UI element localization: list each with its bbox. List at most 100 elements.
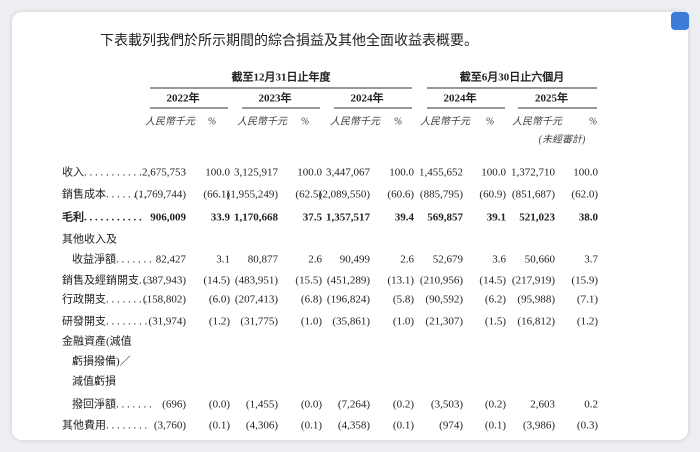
row-label: 金融資產(減值 — [62, 334, 132, 348]
cell: 2,603 — [530, 399, 555, 411]
unit-header: % — [394, 116, 402, 127]
group-header: 截至6月30日止六個月 — [460, 70, 565, 84]
cell: (974) — [439, 420, 463, 432]
cell: (13.1) — [387, 275, 414, 287]
cell: 52,679 — [433, 254, 464, 266]
cell: 82,427 — [156, 254, 187, 266]
cell: 50,660 — [525, 254, 556, 266]
cell: (90,592) — [425, 294, 463, 306]
cell: 569,857 — [427, 212, 463, 224]
cell: (6.2) — [485, 294, 506, 306]
cell: (0.2) — [485, 399, 506, 411]
cell: 39.1 — [487, 212, 506, 224]
cell: 521,023 — [519, 212, 555, 224]
unit-header: % — [589, 116, 597, 127]
cell: (387,943) — [143, 275, 186, 287]
cell: 38.0 — [579, 212, 599, 224]
cell: (5.8) — [393, 294, 414, 306]
cell: (0.2) — [393, 399, 414, 411]
unit-header: 人民幣千元 — [512, 115, 563, 127]
cell: (1,769,744) — [135, 189, 187, 201]
cell: (207,413) — [235, 294, 278, 306]
cell: (1.5) — [485, 316, 506, 328]
cell: (196,824) — [327, 294, 370, 306]
cell: 100.0 — [389, 167, 414, 179]
cell: 1,357,517 — [326, 212, 371, 224]
cell: (0.0) — [301, 399, 322, 411]
cell: 3.6 — [492, 254, 506, 266]
cell: 100.0 — [481, 167, 506, 179]
cell: 3.7 — [584, 254, 598, 266]
cell: (0.3) — [577, 420, 598, 432]
cell: 100.0 — [205, 167, 230, 179]
cell: (7,264) — [338, 399, 370, 411]
year-header: 2025年 — [535, 91, 568, 105]
year-header: 2024年 — [351, 91, 384, 105]
year-header: 2022年 — [167, 91, 200, 105]
row-label: 減值虧損 — [72, 374, 116, 388]
cell: (1,455) — [246, 399, 278, 411]
row-label: 其他費用. . . . . . . . — [62, 418, 147, 432]
cell: (62.5) — [295, 189, 322, 201]
cell: (2,089,550) — [319, 189, 371, 201]
cell: (1,955,249) — [227, 189, 279, 201]
cell: (0.1) — [301, 420, 322, 432]
cell: 37.5 — [303, 212, 323, 224]
cell: 0.2 — [584, 399, 598, 411]
cell: (62.0) — [571, 189, 598, 201]
cell: (14.5) — [203, 275, 230, 287]
intro: 下表載列我們於所示期間的綜合損益及其他全面收益表概要。 — [100, 32, 478, 49]
cell: 100.0 — [297, 167, 322, 179]
row-label: 銷售及經銷開支. . . — [62, 273, 153, 287]
cell: (851,687) — [512, 189, 555, 201]
cell: (60.9) — [479, 189, 506, 201]
cell: 2.6 — [308, 254, 322, 266]
year-header: 2023年 — [259, 91, 292, 105]
cell: (1.2) — [577, 316, 598, 328]
cell: (4,306) — [246, 420, 278, 432]
cell: 39.4 — [395, 212, 415, 224]
group-header: 截至12月31日止年度 — [232, 70, 332, 84]
row-label: 銷售成本. . . . . . . . — [62, 187, 147, 201]
cell: (885,795) — [420, 189, 463, 201]
cell: (6.0) — [209, 294, 230, 306]
cell: (1.0) — [301, 316, 322, 328]
cell: (3,503) — [431, 399, 463, 411]
unit-header: 人民幣千元 — [237, 115, 288, 127]
year-header: 2024年 — [444, 91, 477, 105]
cell: (21,307) — [425, 316, 463, 328]
row-label: 虧損撥備)／ — [72, 354, 131, 368]
row-label: 行政開支. . . . . . . . — [62, 292, 147, 306]
row-label: 其他收入及 — [62, 232, 117, 246]
cell: 3.1 — [216, 254, 230, 266]
cell: (31,775) — [240, 316, 278, 328]
cell: (7.1) — [577, 294, 598, 306]
cell: (0.1) — [209, 420, 230, 432]
cell: 33.9 — [211, 212, 231, 224]
cell: (95,988) — [517, 294, 555, 306]
cell: (3,760) — [154, 420, 186, 432]
cell: (66.1) — [203, 189, 230, 201]
cell: (31,974) — [148, 316, 186, 328]
cell: (16,812) — [517, 316, 555, 328]
cell: (0.0) — [209, 399, 230, 411]
cell: (0.1) — [393, 420, 414, 432]
row-label: 撥回淨額. . . . . . . — [72, 397, 152, 411]
cell: (3,986) — [523, 420, 555, 432]
cell: 1,372,710 — [511, 167, 556, 179]
cell: 80,877 — [248, 254, 279, 266]
cell: (15.5) — [295, 275, 322, 287]
row-label: 收益淨額. . . . . . . — [72, 252, 152, 266]
cell: (15.9) — [571, 275, 598, 287]
cell: 906,009 — [150, 212, 186, 224]
cell: (4,358) — [338, 420, 370, 432]
cell: (35,861) — [332, 316, 370, 328]
unit-header: % — [486, 116, 494, 127]
cell: 2.6 — [400, 254, 414, 266]
cell: 3,125,917 — [234, 167, 279, 179]
cell: 90,499 — [340, 254, 371, 266]
cell: (6.8) — [301, 294, 322, 306]
app-icon[interactable] — [671, 12, 689, 30]
